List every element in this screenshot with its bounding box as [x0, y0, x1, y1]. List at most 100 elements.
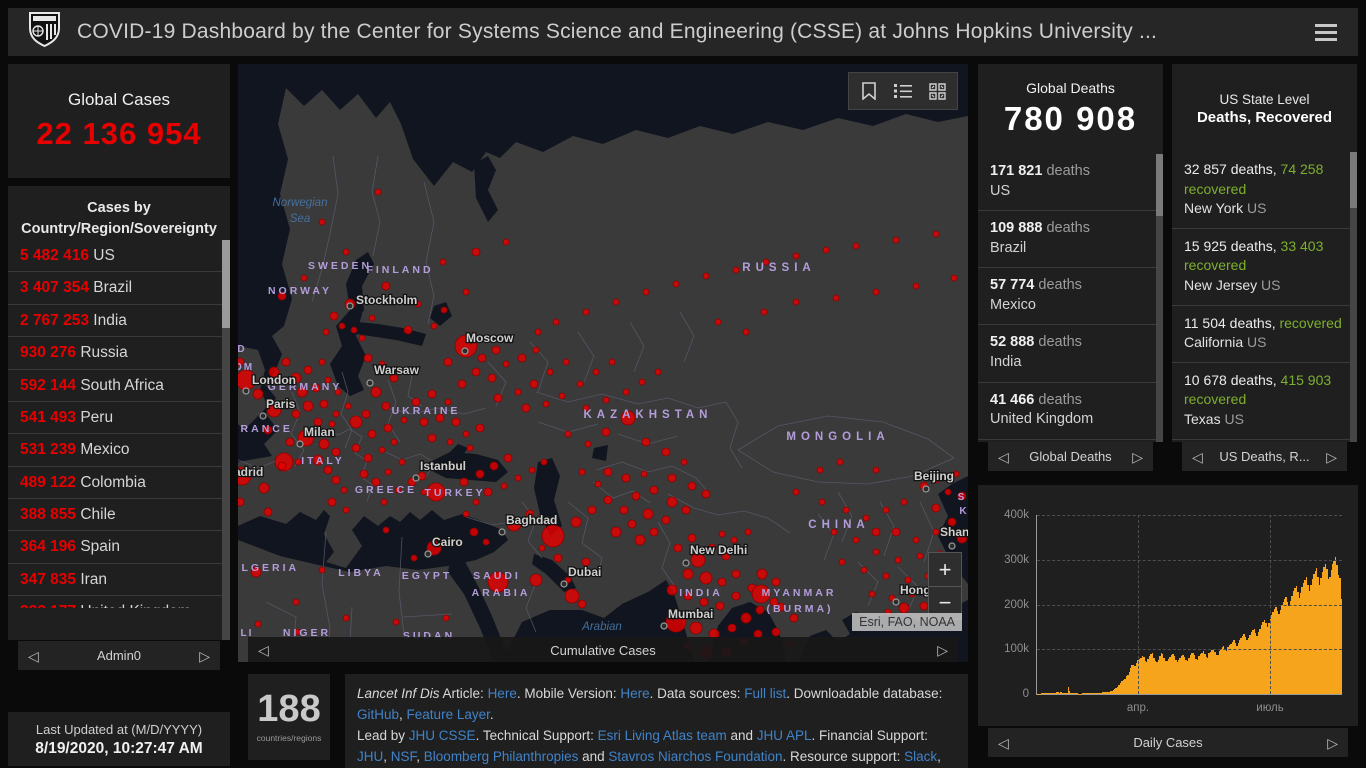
case-cluster-dot[interactable]: [689, 621, 703, 635]
case-cluster-dot[interactable]: [932, 476, 940, 484]
case-cluster-dot[interactable]: [541, 524, 565, 548]
case-cluster-dot[interactable]: [792, 252, 800, 260]
case-cluster-dot[interactable]: [419, 417, 429, 427]
case-cluster-dot[interactable]: [931, 503, 941, 513]
case-cluster-dot[interactable]: [475, 423, 485, 433]
case-cluster-dot[interactable]: [303, 365, 313, 375]
case-cluster-dot[interactable]: [908, 590, 916, 598]
case-cluster-dot[interactable]: [358, 334, 366, 342]
case-cluster-dot[interactable]: [371, 477, 381, 487]
case-cluster-dot[interactable]: [608, 358, 616, 366]
case-cluster-dot[interactable]: [312, 454, 324, 466]
case-cluster-dot[interactable]: [546, 368, 554, 376]
case-cluster-dot[interactable]: [952, 470, 960, 478]
case-cluster-dot[interactable]: [382, 526, 390, 534]
case-cluster-dot[interactable]: [852, 242, 860, 250]
case-cluster-dot[interactable]: [916, 552, 924, 560]
pager-left-icon[interactable]: ◁: [998, 448, 1009, 465]
case-cluster-dot[interactable]: [667, 473, 677, 483]
case-cluster-dot[interactable]: [718, 530, 726, 538]
case-cluster-dot[interactable]: [334, 388, 342, 396]
pager-right-icon[interactable]: ▷: [1327, 734, 1338, 751]
case-cluster-dot[interactable]: [250, 566, 262, 578]
case-cluster-dot[interactable]: [359, 469, 369, 479]
case-cluster-dot[interactable]: [349, 415, 363, 429]
case-cluster-dot[interactable]: [576, 380, 584, 388]
info-link[interactable]: Slack: [904, 748, 938, 764]
case-cluster-dot[interactable]: [427, 433, 437, 443]
case-cluster-dot[interactable]: [285, 437, 295, 447]
case-cluster-dot[interactable]: [872, 548, 880, 556]
case-cluster-dot[interactable]: [540, 458, 548, 466]
case-cluster-dot[interactable]: [340, 486, 348, 494]
case-cluster-dot[interactable]: [292, 598, 300, 606]
case-cluster-dot[interactable]: [400, 416, 408, 424]
case-cluster-dot[interactable]: [457, 379, 467, 389]
case-cluster-dot[interactable]: [427, 389, 437, 399]
info-link[interactable]: Full list: [744, 686, 787, 701]
case-cluster-dot[interactable]: [892, 236, 900, 244]
case-cluster-dot[interactable]: [472, 498, 480, 506]
case-cluster-dot[interactable]: [329, 311, 339, 321]
case-cluster-dot[interactable]: [469, 527, 479, 537]
case-cluster-dot[interactable]: [327, 497, 337, 507]
pager-left-icon[interactable]: ◁: [998, 734, 1009, 751]
case-cluster-dot[interactable]: [672, 280, 680, 288]
pager-left-icon[interactable]: ◁: [258, 642, 269, 658]
case-cluster-dot[interactable]: [830, 528, 838, 536]
country-cases-row[interactable]: 3 407 354 Brazil: [8, 272, 222, 305]
case-cluster-dot[interactable]: [762, 258, 770, 266]
case-cluster-dot[interactable]: [912, 282, 920, 290]
death-row[interactable]: 41 466 deaths United Kingdom: [978, 383, 1156, 440]
case-cluster-dot[interactable]: [789, 613, 799, 623]
case-cluster-dot[interactable]: [403, 325, 413, 335]
case-cluster-dot[interactable]: [740, 612, 752, 624]
case-cluster-dot[interactable]: [383, 423, 393, 433]
death-row[interactable]: 52 888 deaths India: [978, 325, 1156, 383]
case-cluster-dot[interactable]: [525, 509, 535, 519]
case-cluster-dot[interactable]: [363, 453, 373, 463]
case-cluster-dot[interactable]: [642, 288, 650, 296]
case-cluster-dot[interactable]: [487, 571, 509, 593]
case-cluster-dot[interactable]: [872, 288, 880, 296]
country-cases-row[interactable]: 489 122 Colombia: [8, 467, 222, 499]
case-cluster-dot[interactable]: [792, 298, 800, 306]
info-link[interactable]: NSF: [390, 748, 417, 764]
case-cluster-dot[interactable]: [744, 528, 752, 536]
case-cluster-dot[interactable]: [439, 258, 447, 266]
case-cluster-dot[interactable]: [318, 218, 326, 226]
case-cluster-dot[interactable]: [714, 318, 722, 326]
case-cluster-dot[interactable]: [552, 318, 560, 326]
cases-scrollbar-track[interactable]: [222, 240, 230, 640]
case-cluster-dot[interactable]: [771, 627, 781, 637]
country-cases-row[interactable]: 388 855 Chile: [8, 499, 222, 532]
case-cluster-dot[interactable]: [627, 519, 637, 529]
case-cluster-dot[interactable]: [702, 272, 710, 280]
case-cluster-dot[interactable]: [454, 334, 478, 358]
case-cluster-dot[interactable]: [610, 526, 622, 538]
case-cluster-dot[interactable]: [649, 527, 659, 537]
pager-left-icon[interactable]: ◁: [28, 647, 39, 664]
case-cluster-dot[interactable]: [322, 328, 330, 336]
case-cluster-dot[interactable]: [578, 468, 586, 476]
us-scrollbar-thumb[interactable]: [1350, 152, 1357, 208]
case-cluster-dot[interactable]: [587, 505, 597, 515]
case-cluster-dot[interactable]: [254, 620, 262, 628]
case-cluster-dot[interactable]: [482, 538, 490, 546]
case-cluster-dot[interactable]: [331, 475, 341, 485]
us-state-row[interactable]: 11 504 deaths, recovered California US: [1172, 306, 1350, 363]
case-cluster-dot[interactable]: [601, 427, 611, 437]
case-cluster-dot[interactable]: [471, 247, 481, 257]
case-cluster-dot[interactable]: [392, 618, 400, 626]
basemap-grid-icon[interactable]: [923, 78, 951, 104]
case-cluster-dot[interactable]: [634, 534, 646, 546]
death-row[interactable]: 171 821 deaths US: [978, 154, 1156, 212]
country-cases-row[interactable]: 531 239 Mexico: [8, 434, 222, 467]
world-map[interactable]: Norwegian Sea Arabian NORWAY SWEDEN FINLAND RU…: [238, 64, 968, 662]
case-cluster-dot[interactable]: [836, 458, 844, 466]
case-cluster-dot[interactable]: [491, 345, 501, 355]
case-cluster-dot[interactable]: [898, 602, 910, 614]
zoom-out-button[interactable]: −: [929, 586, 961, 619]
case-cluster-dot[interactable]: [381, 401, 391, 411]
case-cluster-dot[interactable]: [564, 588, 580, 604]
